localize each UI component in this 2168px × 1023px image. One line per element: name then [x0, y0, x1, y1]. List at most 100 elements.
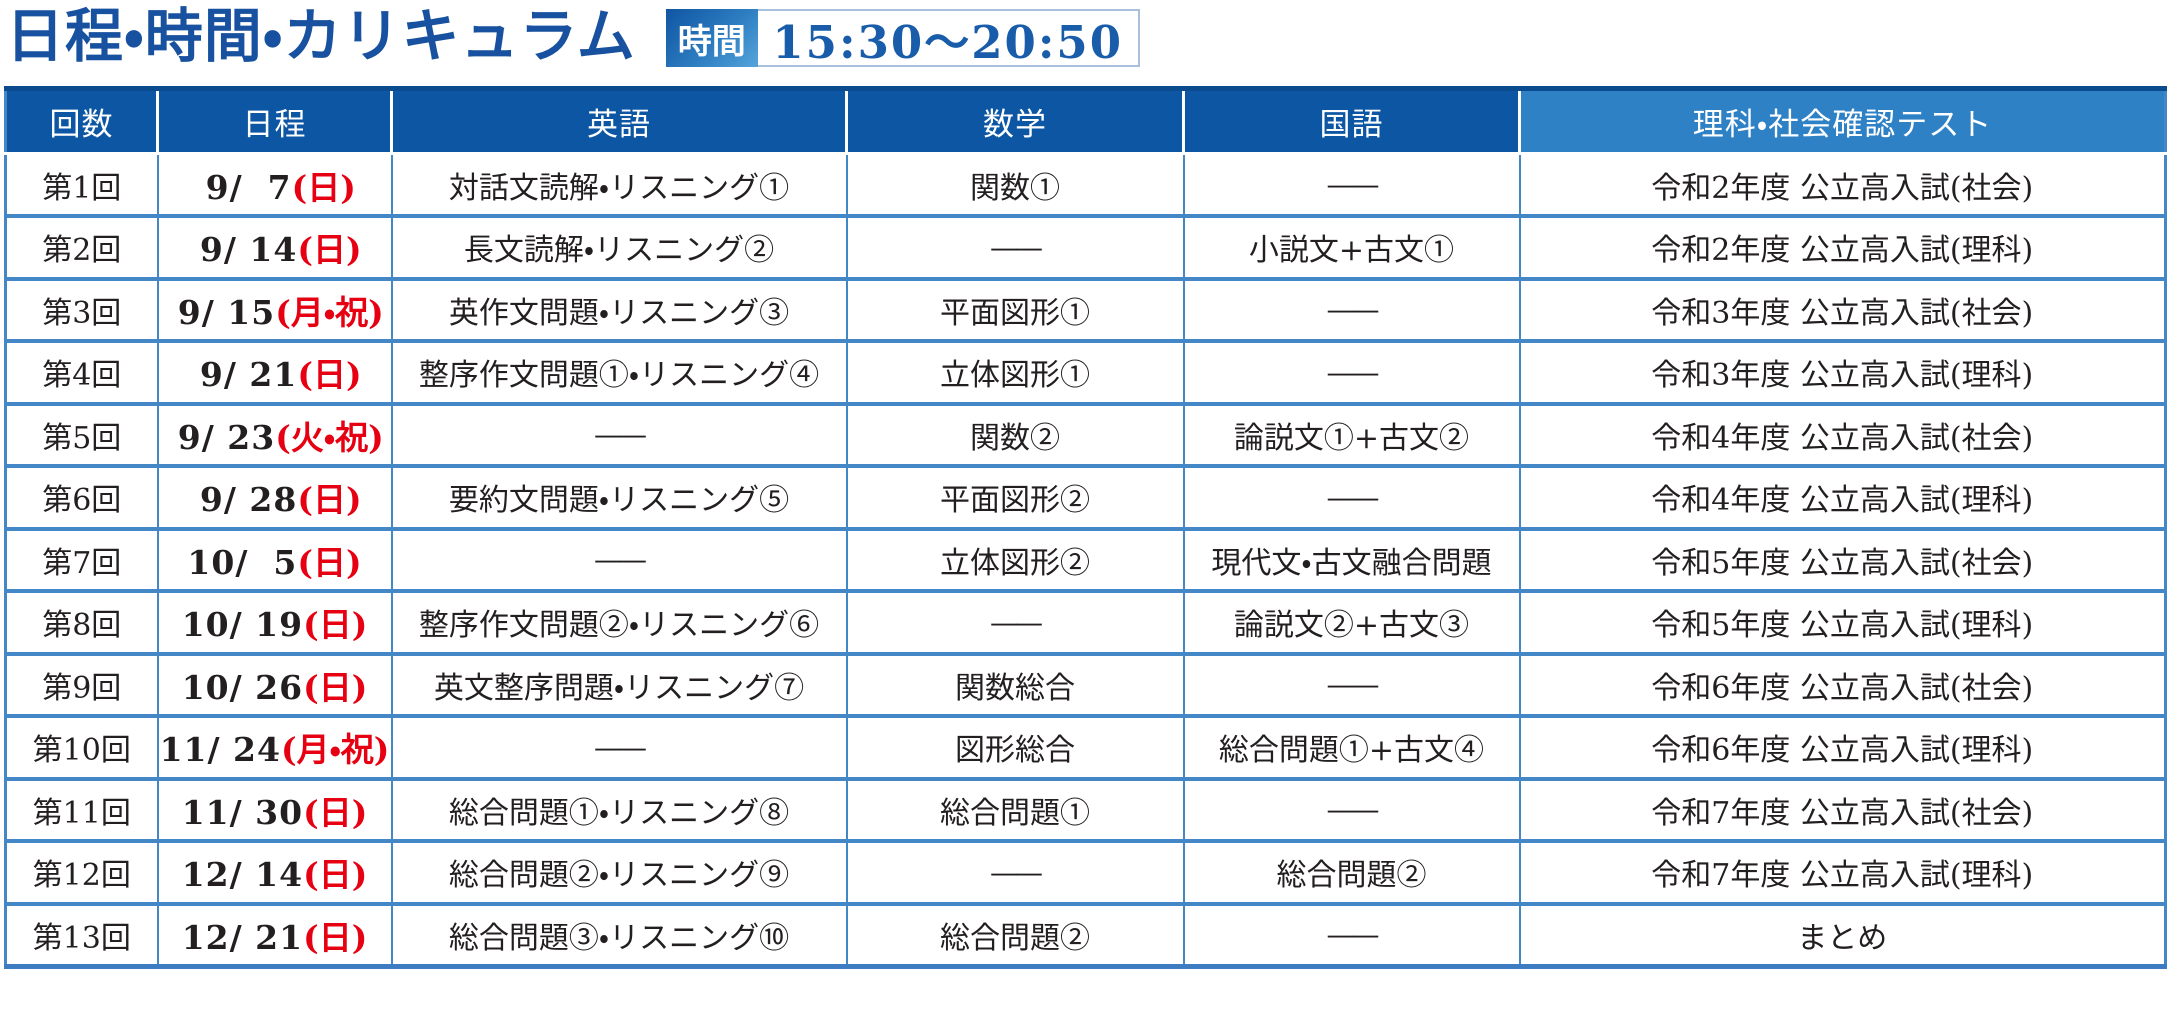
cell-english: 総合問題③・リスニング⑩	[390, 903, 847, 966]
date-weekday: (日)	[291, 167, 356, 207]
cell-math: 総合問題②	[845, 903, 1184, 966]
cell-session: 第2回	[5, 216, 158, 281]
cell-japanese: 論説文①+古文②	[1182, 403, 1520, 468]
page-header: 日程・時間・カリキュラム 時間 15:30〜20:50	[0, 0, 2168, 86]
date-weekday: (火・祝)	[275, 417, 384, 457]
time-badge-value: 15:30〜20:50	[757, 9, 1140, 69]
cell-date: 12/ 14(日)	[156, 841, 392, 906]
cell-date: 9/ 28(日)	[156, 466, 392, 531]
date-weekday: (日)	[297, 480, 362, 520]
cell-date: 10/ 19(日)	[156, 591, 392, 656]
time-badge-label: 時間	[665, 9, 758, 67]
page-title: 日程・時間・カリキュラム	[6, 2, 636, 70]
cell-math: 総合問題①	[845, 778, 1184, 843]
cell-session: 第1回	[5, 153, 158, 218]
date-number: 10/ 19	[181, 605, 304, 645]
cell-japanese: ——	[1182, 903, 1520, 966]
table-row: 第3回 9/ 15(月・祝) 英作文問題・リスニング③ 平面図形① —— 令和3年度 公…	[5, 278, 2166, 343]
cell-english: 対話文読解・リスニング①	[390, 153, 847, 218]
cell-english: ——	[390, 528, 847, 593]
date-number: 9/ 21	[187, 355, 298, 395]
column-header-japanese: 国語	[1182, 88, 1520, 155]
cell-science_social: 令和6年度 公立高入試(理科)	[1518, 716, 2166, 781]
cell-session: 第9回	[5, 653, 158, 718]
cell-math: ——	[845, 591, 1184, 656]
date-number: 10/ 26	[181, 667, 304, 707]
cell-date: 11/ 30(日)	[156, 778, 392, 843]
cell-english: 総合問題②・リスニング⑨	[390, 841, 847, 906]
cell-session: 第5回	[5, 403, 158, 468]
cell-science_social: 令和7年度 公立高入試(理科)	[1518, 841, 2166, 906]
date-number: 9/ 14	[187, 230, 298, 270]
table-row: 第5回 9/ 23(火・祝) —— 関数② 論説文①+古文② 令和4年度 公立高入試(社…	[5, 403, 2166, 468]
cell-session: 第10回	[5, 716, 158, 781]
date-number: 10/ 5	[187, 542, 298, 582]
schedule-table: 回数 日程 英語 数学 国語 理科・社会確認テスト 第1回 9/ 7(日) 対話文読解・リス…	[4, 86, 2167, 969]
cell-date: 9/ 15(月・祝)	[156, 278, 392, 343]
header-row: 回数 日程 英語 数学 国語 理科・社会確認テスト	[5, 88, 2166, 155]
cell-japanese: ——	[1182, 153, 1520, 218]
cell-session: 第8回	[5, 591, 158, 656]
cell-math: 立体図形①	[845, 341, 1184, 406]
date-weekday: (日)	[303, 792, 368, 832]
cell-math: 図形総合	[845, 716, 1184, 781]
cell-english: 整序作文問題②・リスニング⑥	[390, 591, 847, 656]
cell-japanese: ——	[1182, 653, 1520, 718]
table-row: 第13回 12/ 21(日) 総合問題③・リスニング⑩ 総合問題② —— まとめ	[5, 903, 2166, 966]
schedule-table-container: 回数 日程 英語 数学 国語 理科・社会確認テスト 第1回 9/ 7(日) 対話文読解・リス…	[0, 86, 2168, 969]
cell-math: 関数総合	[845, 653, 1184, 718]
cell-date: 9/ 21(日)	[156, 341, 392, 406]
cell-english: 総合問題①・リスニング⑧	[390, 778, 847, 843]
time-badge: 時間 15:30〜20:50	[665, 9, 1140, 69]
table-row: 第4回 9/ 21(日) 整序作文問題①・リスニング④ 立体図形① —— 令和3年度 公…	[5, 341, 2166, 406]
cell-session: 第7回	[5, 528, 158, 593]
date-weekday: (日)	[297, 355, 362, 395]
table-row: 第12回 12/ 14(日) 総合問題②・リスニング⑨ —— 総合問題② 令和7年度 公立…	[5, 841, 2166, 906]
cell-date: 11/ 24(月・祝)	[156, 716, 392, 781]
cell-english: ——	[390, 403, 847, 468]
schedule-table-head: 回数 日程 英語 数学 国語 理科・社会確認テスト	[5, 88, 2166, 155]
column-header-date: 日程	[156, 88, 392, 155]
cell-japanese: ——	[1182, 466, 1520, 531]
date-weekday: (月・祝)	[275, 292, 384, 332]
column-header-science_social: 理科・社会確認テスト	[1518, 88, 2166, 155]
cell-math: ——	[845, 841, 1184, 906]
cell-japanese: 総合問題①+古文④	[1182, 716, 1520, 781]
date-number: 12/ 14	[181, 855, 304, 895]
cell-session: 第6回	[5, 466, 158, 531]
cell-math: 平面図形②	[845, 466, 1184, 531]
cell-session: 第13回	[5, 903, 158, 966]
cell-science_social: 令和3年度 公立高入試(社会)	[1518, 278, 2166, 343]
cell-english: 整序作文問題①・リスニング④	[390, 341, 847, 406]
table-row: 第1回 9/ 7(日) 対話文読解・リスニング① 関数① —— 令和2年度 公立高入試(…	[5, 153, 2166, 218]
table-row: 第11回 11/ 30(日) 総合問題①・リスニング⑧ 総合問題① —— 令和7年度 公立…	[5, 778, 2166, 843]
date-number: 12/ 21	[181, 917, 304, 957]
cell-math: ——	[845, 216, 1184, 281]
cell-english: ——	[390, 716, 847, 781]
column-header-session: 回数	[5, 88, 158, 155]
cell-math: 平面図形①	[845, 278, 1184, 343]
table-row: 第2回 9/ 14(日) 長文読解・リスニング② —— 小説文+古文① 令和2年度 公立…	[5, 216, 2166, 281]
cell-english: 英文整序問題・リスニング⑦	[390, 653, 847, 718]
cell-science_social: 令和2年度 公立高入試(社会)	[1518, 153, 2166, 218]
cell-session: 第12回	[5, 841, 158, 906]
table-row: 第6回 9/ 28(日) 要約文問題・リスニング⑤ 平面図形② —— 令和4年度 公立高…	[5, 466, 2166, 531]
cell-english: 長文読解・リスニング②	[390, 216, 847, 281]
schedule-table-body: 第1回 9/ 7(日) 対話文読解・リスニング① 関数① —— 令和2年度 公立高入試(…	[5, 153, 2166, 966]
date-number: 11/ 24	[159, 730, 281, 770]
date-number: 9/ 7	[193, 167, 292, 207]
cell-science_social: 令和5年度 公立高入試(理科)	[1518, 591, 2166, 656]
cell-english: 要約文問題・リスニング⑤	[390, 466, 847, 531]
table-row: 第8回 10/ 19(日) 整序作文問題②・リスニング⑥ —— 論説文②+古文③ 令和5年…	[5, 591, 2166, 656]
date-weekday: (月・祝)	[280, 730, 390, 770]
cell-date: 9/ 23(火・祝)	[156, 403, 392, 468]
cell-japanese: 小説文+古文①	[1182, 216, 1520, 281]
table-row: 第7回 10/ 5(日) —— 立体図形② 現代文・古文融合問題 令和5年度 公立高入試(…	[5, 528, 2166, 593]
cell-science_social: まとめ	[1518, 903, 2166, 966]
cell-japanese: 論説文②+古文③	[1182, 591, 1520, 656]
cell-science_social: 令和5年度 公立高入試(社会)	[1518, 528, 2166, 593]
column-header-math: 数学	[845, 88, 1184, 155]
cell-session: 第4回	[5, 341, 158, 406]
date-weekday: (日)	[297, 542, 362, 582]
date-weekday: (日)	[297, 230, 362, 270]
